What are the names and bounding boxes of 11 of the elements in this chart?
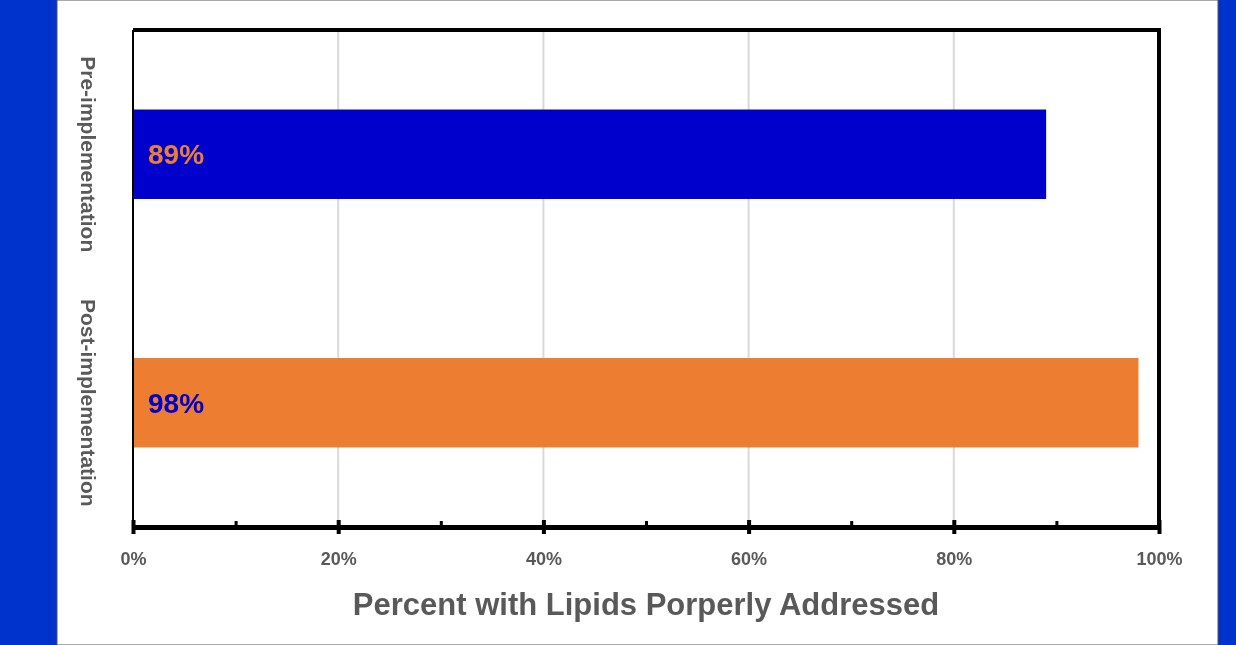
x-tick-label: 40% xyxy=(525,549,562,570)
y-tick-label: Pre-implementation xyxy=(76,56,100,253)
x-tick-label: 20% xyxy=(320,549,357,570)
data-label: 89% xyxy=(148,139,205,171)
data-label: 98% xyxy=(148,387,205,419)
x-tick-label: 100% xyxy=(1136,549,1183,570)
x-tick-label: 0% xyxy=(120,549,147,570)
x-tick-label: 80% xyxy=(936,549,973,570)
x-axis-title: Percent with Lipids Porperly Addressed xyxy=(352,586,940,622)
x-tick-label: 60% xyxy=(731,549,768,570)
y-tick-label: Post-implementation xyxy=(76,298,100,507)
